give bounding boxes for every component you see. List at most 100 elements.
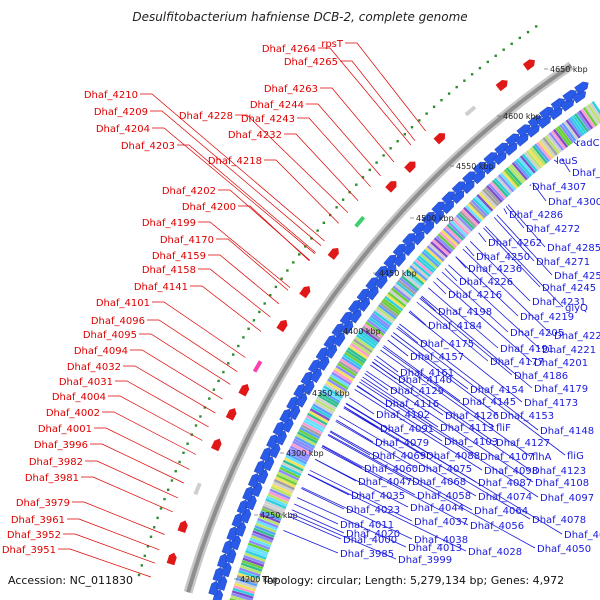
gc-dot [174,470,177,473]
topology-label: Topology: circular; Length: 5,279,134 bp… [262,574,565,587]
cog-band [495,175,513,195]
cog-band [478,192,496,210]
right-leader [505,206,525,229]
cog-band [591,101,600,115]
gc-dot [389,147,392,150]
right-leader [419,297,513,376]
right-gene-label: Dhaf_4116 [385,399,439,410]
right-gene-label: Dhaf_4175 [420,339,474,350]
cog-band [519,155,536,174]
cog-band [385,293,405,310]
right-leader [338,415,477,497]
left-leader [130,349,223,400]
cog-band [540,138,556,158]
right-gene-label: Dhaf_4103 [444,437,498,448]
right-gene-label: Dhaf_3985 [340,549,394,560]
cog-band [523,151,540,171]
right-gene-label: Dhaf_4129 [390,386,444,397]
cog-band [304,417,326,431]
cog-band [482,188,499,207]
right-leader [561,158,571,173]
left-leader [318,47,412,146]
right-leader [328,434,536,549]
cog-band [327,378,348,393]
right-leader [283,530,339,554]
right-leader [436,277,533,363]
cog-band [325,380,346,395]
cog-band [282,459,304,472]
gc-dot [375,161,378,164]
outer-feature [276,319,288,333]
cog-band [359,329,379,345]
cog-band [243,554,265,565]
cog-band [235,577,258,587]
scale-labels: 4650 kbp 4600 kbp 4550 kbp 4500 kbp 4450 kbp… [234,65,588,584]
cog-band [486,184,503,203]
right-gene-label: Dhaf_4300 [548,197,600,208]
cog-band [345,349,366,364]
scale-label: 4650 kbp [550,65,588,74]
cog-band [263,503,285,514]
cog-band [389,289,408,306]
right-leader [469,241,531,302]
cog-band [363,323,383,339]
cog-band [430,241,449,258]
cog-band [247,542,270,553]
cog-band [552,128,569,148]
cog-band [279,466,301,479]
right-leader [503,208,508,215]
cog-band [465,205,483,223]
right-leader [360,379,479,457]
right-gene-label: Dhaf_4035 [351,491,405,502]
cog-band [331,371,352,386]
cog-band [538,140,554,159]
right-gene-label: Dhaf_4075 [418,464,472,475]
cog-band [426,245,445,262]
cog-band [419,253,438,270]
cog-band [281,462,303,474]
right-gene-label: Dhaf_4064 [474,506,528,517]
left-gene-label: Dhaf_4202 [162,186,216,197]
cog-band [307,412,328,426]
gc-dot [286,269,289,272]
right-leader [356,385,443,442]
right-gene-label: Dhaf_4047 [358,477,412,488]
cog-band [294,436,316,449]
inner-gene-arrows [208,81,589,600]
cog-band [589,102,600,120]
right-gene-label: leuS [556,156,578,167]
right-gene-label: Dhaf_4154 [470,385,524,396]
left-gene-label: Dhaf_4199 [142,218,196,229]
left-leader [147,319,238,372]
right-leader [343,407,531,520]
cog-band [339,358,360,373]
left-leader [152,127,316,254]
right-leader [392,332,469,390]
right-gene-label: Dhaf_4079 [375,438,429,449]
right-gene-label: Dhaf_4107 [480,452,534,463]
cog-band [258,515,280,526]
cog-band [250,535,273,546]
right-leader [362,376,439,428]
left-gene-label: Dhaf_4232 [228,130,282,141]
cog-band [249,537,272,548]
cog-band [379,302,399,318]
right-gene-label: Dhaf_4271 [536,257,590,268]
outer-feature-track [166,59,535,566]
cog-band [321,387,342,401]
left-leader [139,333,231,385]
right-leader [483,227,541,288]
cog-band [448,221,466,239]
right-leader [291,509,345,534]
left-gene-label: Dhaf_3952 [7,530,61,541]
cog-band [565,119,581,139]
right-leader [309,469,413,522]
gc-dot [203,406,206,409]
cog-band [421,251,440,268]
left-leader [177,144,316,253]
cog-band [384,295,404,312]
cog-band [497,174,515,193]
right-leader [573,141,580,147]
right-leader [382,346,495,428]
cog-band [253,527,275,538]
